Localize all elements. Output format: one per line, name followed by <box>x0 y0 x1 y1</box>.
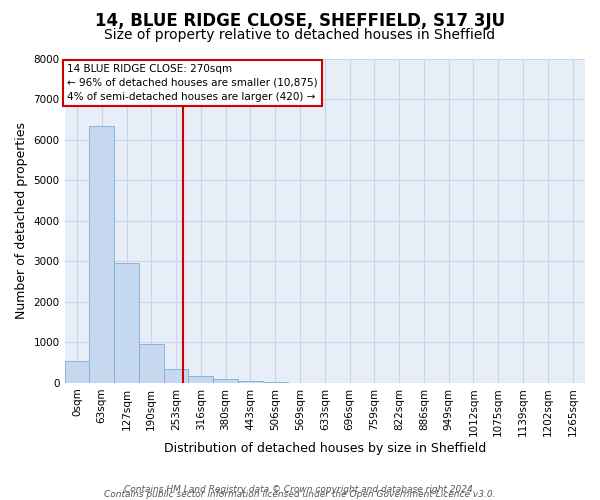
Y-axis label: Number of detached properties: Number of detached properties <box>15 122 28 320</box>
Text: Contains HM Land Registry data © Crown copyright and database right 2024.: Contains HM Land Registry data © Crown c… <box>124 485 476 494</box>
Bar <box>89 126 114 383</box>
Text: Contains public sector information licensed under the Open Government Licence v3: Contains public sector information licen… <box>104 490 496 499</box>
X-axis label: Distribution of detached houses by size in Sheffield: Distribution of detached houses by size … <box>164 442 486 455</box>
Bar <box>164 368 188 383</box>
Text: Size of property relative to detached houses in Sheffield: Size of property relative to detached ho… <box>104 28 496 42</box>
Bar <box>114 264 139 383</box>
Text: 14, BLUE RIDGE CLOSE, SHEFFIELD, S17 3JU: 14, BLUE RIDGE CLOSE, SHEFFIELD, S17 3JU <box>95 12 505 30</box>
Bar <box>188 376 213 383</box>
Text: 14 BLUE RIDGE CLOSE: 270sqm
← 96% of detached houses are smaller (10,875)
4% of : 14 BLUE RIDGE CLOSE: 270sqm ← 96% of det… <box>67 64 318 102</box>
Bar <box>65 360 89 383</box>
Bar <box>238 380 263 383</box>
Bar <box>213 379 238 383</box>
Bar <box>139 344 164 383</box>
